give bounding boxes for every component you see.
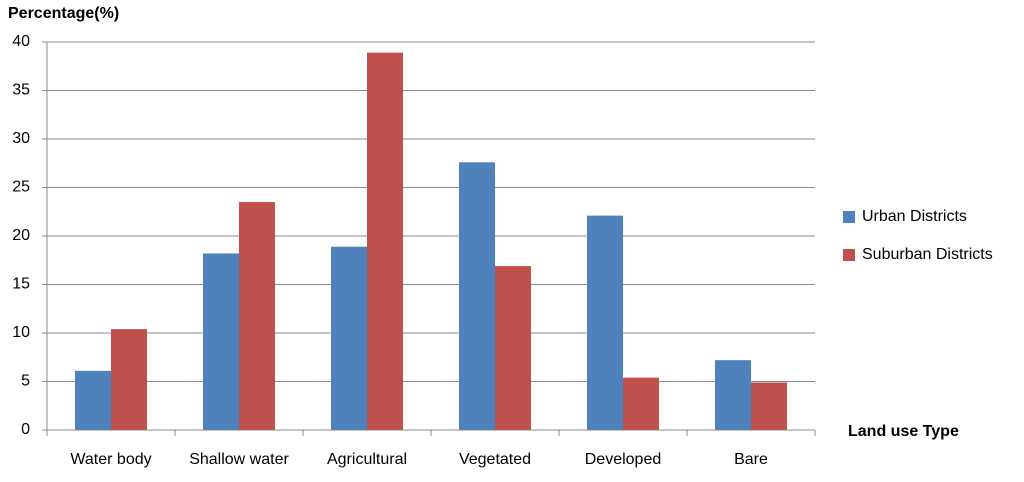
y-tick-label: 30 [12,130,30,147]
bar [587,215,623,430]
y-tick-label: 20 [12,227,30,244]
x-tick-label: Vegetated [459,451,531,468]
x-tick-label: Developed [585,451,662,468]
bar [715,360,751,430]
legend-swatch [843,211,855,223]
x-tick-label: Bare [734,451,768,468]
y-tick-label: 10 [12,324,30,341]
bar [203,253,239,430]
bar [495,266,531,430]
x-tick-label: Agricultural [327,451,407,468]
y-tick-label: 0 [21,421,30,438]
bar [239,202,275,430]
y-tick-label: 5 [21,373,30,390]
legend-swatch [843,249,855,261]
legend-label: Suburban Districts [862,246,993,263]
bar [751,382,787,430]
x-axis-label: Land use Type [848,423,959,440]
legend-label: Urban Districts [862,208,967,225]
chart-title: Percentage(%) [8,5,119,22]
y-tick-label: 35 [12,82,30,99]
y-tick-label: 25 [12,179,30,196]
x-tick-label: Water body [70,451,151,468]
bar [111,329,147,430]
y-tick-label: 40 [12,33,30,50]
y-tick-label: 15 [12,276,30,293]
bar [623,377,659,430]
x-tick-label: Shallow water [189,451,289,468]
bar [367,52,403,431]
bar [75,370,111,430]
bar [459,162,495,430]
bar [331,246,367,430]
